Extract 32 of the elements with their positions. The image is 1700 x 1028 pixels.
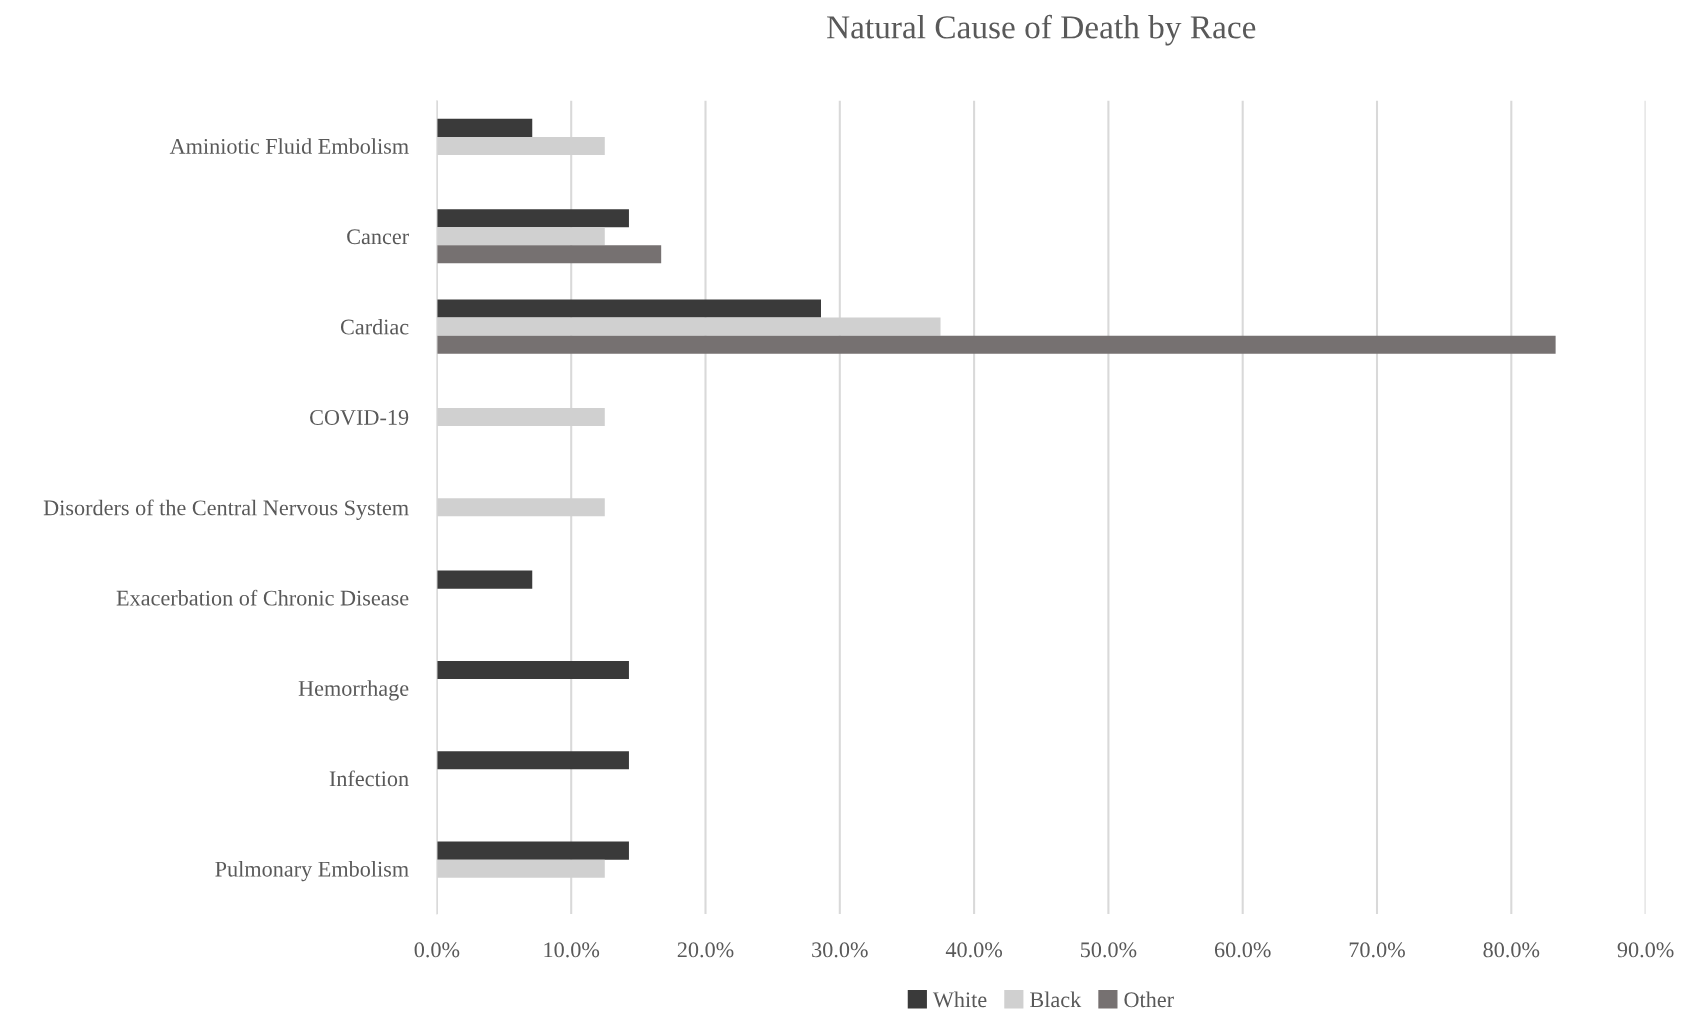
x-tick-label: 10.0%	[544, 942, 600, 958]
x-tick-label: 70.0%	[1349, 942, 1405, 958]
y-tick-label: Cardiac	[340, 318, 409, 335]
bar	[436, 751, 629, 770]
x-tick-label: 40.0%	[945, 942, 1003, 958]
y-tick-label: Infection	[329, 770, 409, 787]
x-tick-label: 90.0%	[1617, 942, 1674, 958]
x-tick-label: 80.0%	[1483, 942, 1540, 958]
y-tick-label: Cancer	[347, 229, 409, 245]
y-tick-label: Hemorrhage	[298, 680, 409, 701]
bar	[436, 660, 629, 679]
y-tick-label: Pulmonary Embolism	[215, 861, 409, 882]
bar	[436, 841, 629, 860]
x-tick-label: 50.0%	[1080, 942, 1137, 958]
legend-label: White	[932, 991, 987, 1008]
y-tick-label: COVID-19	[310, 409, 409, 426]
x-tick-label: 60.0%	[1214, 942, 1271, 958]
y-tick-label: Aminiotic Fluid Embolism	[169, 138, 409, 154]
legend-label: Black	[1030, 991, 1082, 1008]
bar	[436, 299, 821, 318]
bar	[436, 209, 629, 228]
x-tick-label: 0.0%	[414, 942, 460, 958]
bar	[436, 335, 1556, 354]
y-tick-label: Disorders of the Central Nervous System	[43, 499, 409, 520]
bar	[436, 245, 662, 264]
chart-title: Natural Cause of Death by Race	[827, 14, 1256, 46]
bar	[436, 118, 533, 137]
legend-label: Other	[1124, 991, 1174, 1008]
x-tick-label: 30.0%	[812, 942, 868, 958]
bar	[436, 570, 533, 589]
x-tick-label: 20.0%	[677, 942, 734, 958]
y-tick-label: Exacerbation of Chronic Disease	[116, 589, 409, 606]
